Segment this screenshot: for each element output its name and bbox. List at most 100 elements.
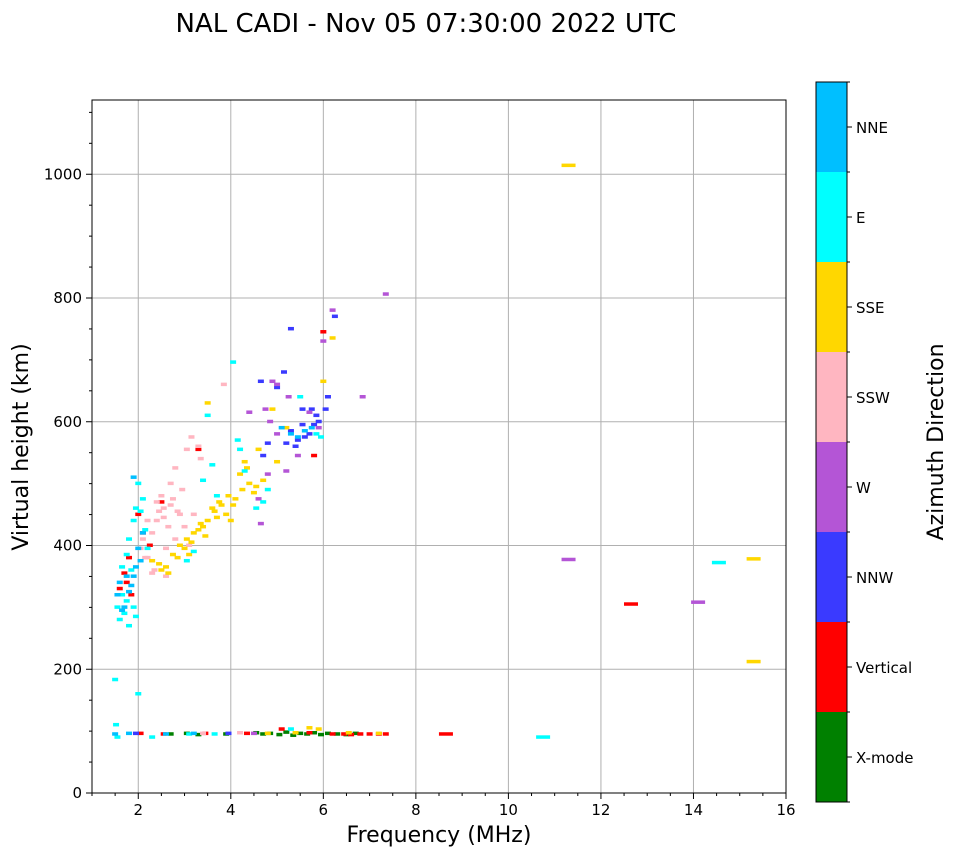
data-point-nne	[126, 589, 133, 594]
data-point-ssw	[139, 537, 146, 541]
data-point-nne	[139, 531, 146, 535]
data-point-sse	[237, 472, 244, 476]
data-point-sse	[197, 521, 204, 526]
data-point-nne	[119, 608, 126, 612]
data-point-nne	[116, 580, 123, 585]
data-point-e	[149, 735, 156, 739]
data-point-nnw	[311, 422, 318, 427]
data-point-sse	[158, 568, 165, 572]
y-tick-label: 1000	[44, 165, 82, 183]
chart-title: NAL CADI - Nov 05 07:30:00 2022 UTC	[176, 9, 677, 39]
y-tick-label: 800	[53, 289, 82, 307]
data-point-sse	[320, 379, 327, 384]
data-point-sse	[181, 546, 188, 551]
data-point-ssw	[163, 574, 170, 578]
colorbar-segment-nnw	[816, 532, 847, 622]
data-point-nne	[135, 546, 142, 551]
data-point-sse	[227, 518, 234, 523]
data-point-ssw	[156, 509, 163, 513]
data-point-ssw	[149, 571, 156, 575]
data-point-w	[262, 407, 269, 411]
colorbar-segment-e	[816, 172, 847, 262]
colorbar-segment-sse	[816, 262, 847, 352]
data-point-nnw	[322, 407, 329, 411]
data-point-nnw	[257, 379, 264, 384]
data-point-e	[213, 494, 220, 498]
data-point-sse	[241, 459, 248, 464]
data-point-nne	[112, 732, 119, 736]
data-point-e	[186, 732, 193, 736]
data-point-nnw	[132, 731, 139, 736]
data-point-sse	[204, 518, 211, 523]
data-point-sse	[269, 407, 276, 411]
data-point-nnw	[287, 326, 294, 331]
colorbar-tick-label: SSE	[856, 299, 885, 317]
grid-layer	[92, 100, 786, 793]
colorbar-segment-ssw	[816, 352, 847, 442]
data-point-sse	[746, 659, 761, 664]
data-point-e	[241, 469, 248, 473]
colorbar-segment-x-mode	[816, 712, 847, 802]
data-point-e	[116, 617, 123, 622]
data-point-e	[123, 599, 130, 603]
data-point-x-mode	[352, 731, 359, 736]
data-point-nne	[126, 731, 133, 736]
data-point-sse	[211, 509, 218, 513]
data-point-e	[114, 735, 121, 739]
x-tick-label: 12	[591, 801, 610, 819]
data-point-sse	[274, 459, 281, 464]
data-point-x-mode	[297, 731, 304, 736]
x-tick-label: 6	[319, 801, 329, 819]
data-point-nne	[114, 593, 121, 597]
data-point-e	[711, 560, 726, 565]
y-tick-label: 600	[53, 413, 82, 431]
colorbar-label: Azimuth Direction	[924, 343, 949, 540]
data-point-e	[237, 447, 244, 452]
data-point-sse	[375, 731, 382, 736]
data-point-nnw	[281, 370, 288, 374]
data-point-ssw	[167, 481, 174, 486]
x-tick-label: 10	[499, 801, 518, 819]
data-point-sse	[255, 447, 262, 452]
data-point-w	[285, 395, 292, 399]
data-point-sse	[260, 478, 267, 483]
data-point-vertical	[128, 593, 135, 597]
data-point-sse	[329, 336, 336, 340]
data-point-sse	[204, 401, 211, 405]
colorbar-frame	[815, 81, 848, 803]
data-point-e	[137, 509, 144, 513]
data-point-nne	[190, 731, 197, 736]
data-point-e	[253, 506, 260, 510]
y-tick-label: 200	[53, 660, 82, 678]
data-point-e	[119, 565, 126, 569]
data-point-vertical	[121, 571, 128, 575]
data-point-e	[183, 558, 190, 563]
data-point-ssw	[163, 546, 170, 551]
data-point-x-mode	[167, 732, 174, 736]
data-point-w	[359, 395, 366, 399]
data-point-ssw	[186, 543, 193, 547]
data-point-vertical	[243, 731, 250, 736]
data-point-x-mode	[324, 731, 331, 736]
y-tick-label: 0	[72, 784, 82, 802]
plot-area: 2 4 6 8 10 12 14 16 0 200 400 600 800 1000	[44, 99, 796, 819]
data-point-vertical	[123, 580, 130, 585]
data-point-vertical	[348, 732, 355, 737]
data-point-nne	[121, 605, 128, 609]
data-point-sse	[250, 490, 257, 495]
data-point-nnw	[308, 407, 315, 411]
data-point-ssw	[200, 731, 207, 736]
data-point-ssw	[188, 435, 195, 439]
x-axis-label: Frequency (MHz)	[347, 823, 532, 848]
data-point-sse	[225, 494, 232, 498]
data-point-ssw	[197, 456, 204, 461]
data-point-ssw	[153, 500, 160, 504]
data-point-ssw	[195, 444, 202, 448]
data-point-sse	[223, 512, 230, 517]
data-point-ssw	[160, 515, 167, 520]
data-point-nnw	[287, 429, 294, 433]
data-point-vertical	[341, 732, 348, 736]
data-points-layer	[112, 163, 761, 739]
data-point-nnw	[274, 385, 281, 390]
